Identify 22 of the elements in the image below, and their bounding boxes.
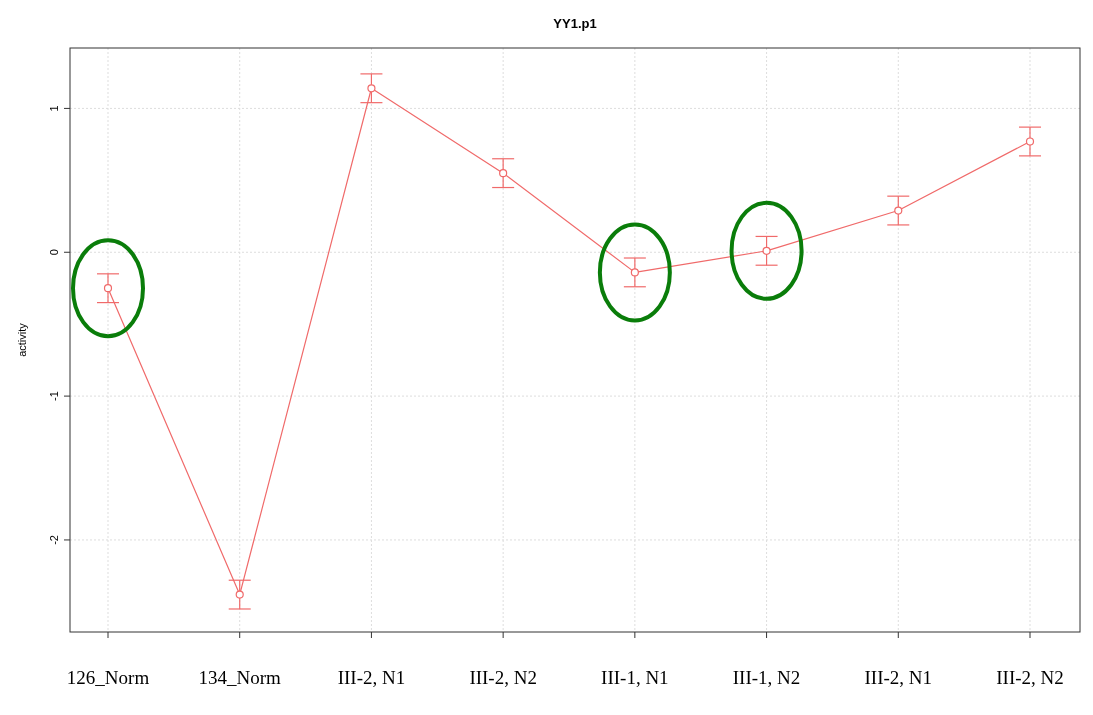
x-tick-label: III-2, N1: [864, 667, 933, 688]
point: [235, 590, 244, 599]
x-tick-label: 134_Norm: [198, 667, 282, 688]
x-tick-label: III-2, N1: [337, 667, 406, 688]
x-tick-label: 126_Norm: [66, 667, 150, 688]
y-tick-label: -2: [48, 535, 60, 545]
chart-title: YY1.p1: [553, 16, 597, 31]
x-tick-label: III-2, N2: [996, 667, 1064, 688]
point: [630, 268, 639, 277]
y-tick-label: 0: [48, 249, 60, 256]
point: [103, 284, 113, 293]
x-tick-label: III-2, N2: [469, 667, 537, 688]
point: [367, 84, 376, 93]
y-tick-label: -1: [48, 391, 60, 401]
y-axis-title: activity: [16, 322, 28, 357]
point: [762, 246, 771, 255]
y-tick-label: 1: [48, 105, 60, 112]
point: [499, 169, 508, 178]
point: [1025, 137, 1035, 146]
x-tick-label: III-1, N2: [732, 667, 801, 688]
point: [894, 206, 903, 215]
x-tick-label: III-1, N1: [601, 667, 669, 688]
